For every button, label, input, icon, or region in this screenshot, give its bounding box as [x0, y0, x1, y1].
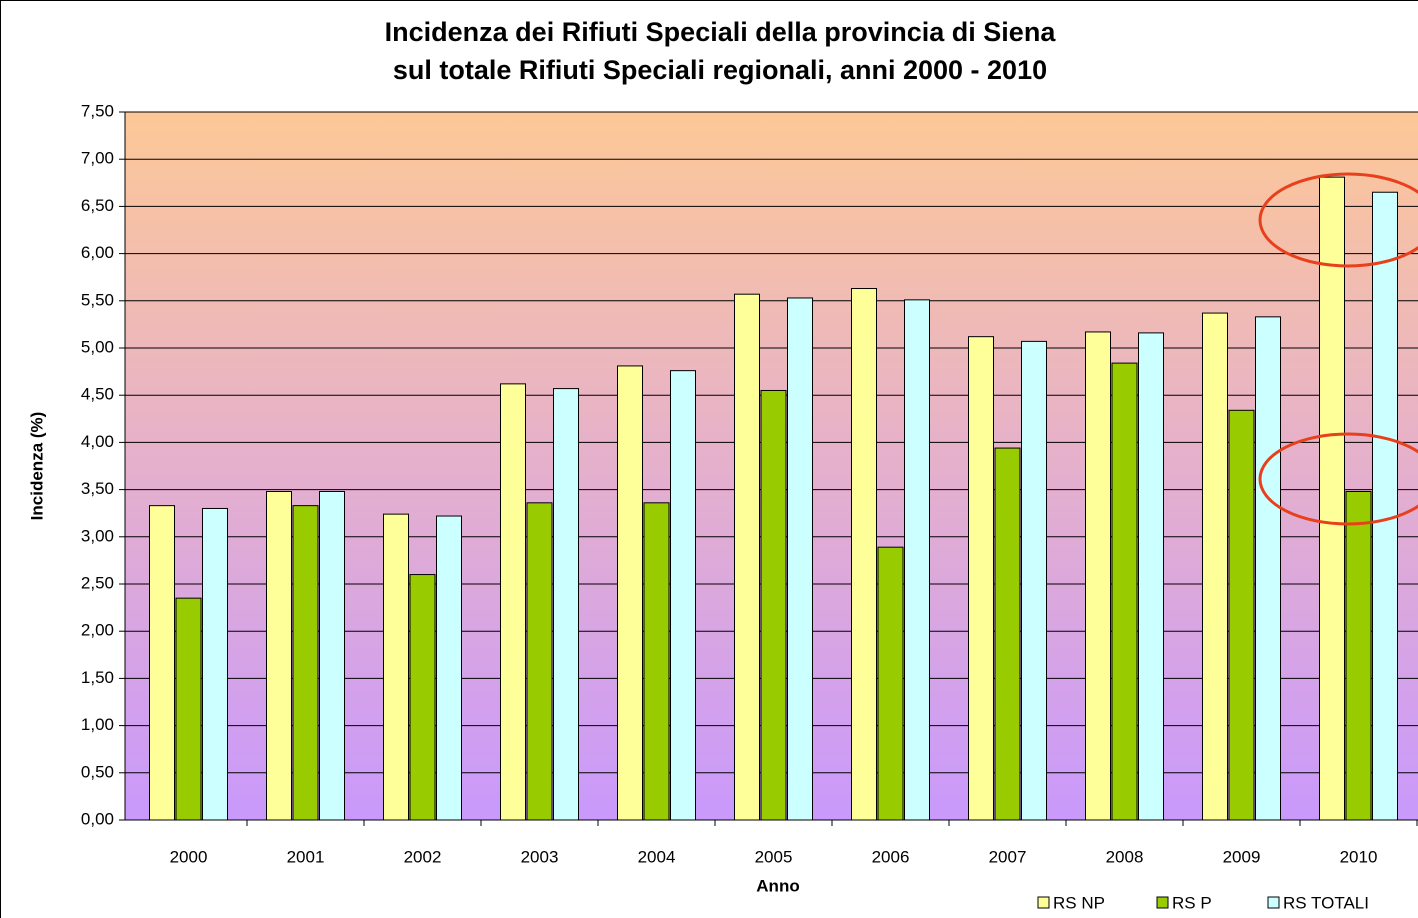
y-tick-label: 3,00 [81, 526, 114, 545]
legend-label: RS TOTALI [1283, 893, 1369, 912]
highlight-ellipse [1258, 432, 1418, 526]
bar [266, 490, 292, 821]
bar [877, 546, 904, 821]
bar [994, 447, 1021, 821]
x-tick-label: 2008 [1106, 847, 1144, 866]
x-tick-label: 2002 [404, 847, 442, 866]
bar [734, 293, 760, 821]
bar [1228, 409, 1255, 821]
x-axis-title: Anno [756, 876, 799, 895]
bar [500, 383, 526, 821]
bar [202, 507, 228, 821]
y-tick-label: 7,50 [81, 101, 114, 120]
bar [760, 389, 787, 821]
y-tick-label: 7,00 [81, 149, 114, 168]
bar [292, 505, 319, 821]
bar [1138, 332, 1164, 821]
bar [1372, 191, 1398, 821]
bar [1319, 176, 1345, 821]
legend-label: RS P [1172, 893, 1212, 912]
y-tick-label: 5,50 [81, 290, 114, 309]
bar [526, 502, 553, 821]
legend-label: RS NP [1053, 893, 1105, 912]
chart-title: Incidenza dei Rifiuti Speciali della pro… [385, 17, 1057, 47]
y-tick-label: 6,50 [81, 196, 114, 215]
chart-title: sul totale Rifiuti Speciali regionali, a… [393, 55, 1047, 85]
y-tick-label: 0,50 [81, 762, 114, 781]
bar [319, 490, 345, 821]
y-tick-label: 5,00 [81, 337, 114, 356]
y-tick-label: 4,50 [81, 385, 114, 404]
x-tick-label: 2006 [872, 847, 910, 866]
y-tick-label: 1,00 [81, 715, 114, 734]
highlight-ellipse [1258, 172, 1418, 268]
x-tick-label: 2003 [521, 847, 559, 866]
bar [643, 502, 670, 821]
x-tick-label: 2007 [989, 847, 1027, 866]
y-tick-label: 3,50 [81, 479, 114, 498]
bar [787, 297, 813, 821]
bar [617, 365, 643, 821]
bar [409, 574, 436, 821]
bar [851, 288, 877, 821]
x-tick-label: 2004 [638, 847, 676, 866]
bar [670, 370, 696, 821]
x-tick-label: 2000 [170, 847, 208, 866]
bar [175, 597, 202, 821]
y-tick-label: 2,00 [81, 621, 114, 640]
y-tick-label: 1,50 [81, 668, 114, 687]
legend-swatch [1156, 896, 1169, 909]
bar [1345, 490, 1372, 821]
x-tick-label: 2001 [287, 847, 325, 866]
bar [1085, 331, 1111, 821]
bar [553, 388, 579, 821]
legend-swatch [1267, 896, 1280, 909]
bar [1202, 312, 1228, 821]
bar [383, 513, 409, 821]
y-axis-title: Incidenza (%) [27, 412, 46, 521]
y-tick-label: 6,00 [81, 243, 114, 262]
y-tick-label: 2,50 [81, 573, 114, 592]
x-tick-label: 2010 [1340, 847, 1378, 866]
y-tick-label: 0,00 [81, 809, 114, 828]
y-tick-label: 4,00 [81, 432, 114, 451]
bar [149, 505, 175, 821]
bar [1255, 316, 1281, 821]
bar [968, 336, 994, 821]
bar [1021, 340, 1047, 821]
legend-swatch [1037, 896, 1050, 909]
x-tick-label: 2009 [1223, 847, 1261, 866]
x-tick-label: 2005 [755, 847, 793, 866]
bar [436, 515, 462, 821]
bar [1111, 362, 1138, 821]
bar [904, 299, 930, 821]
